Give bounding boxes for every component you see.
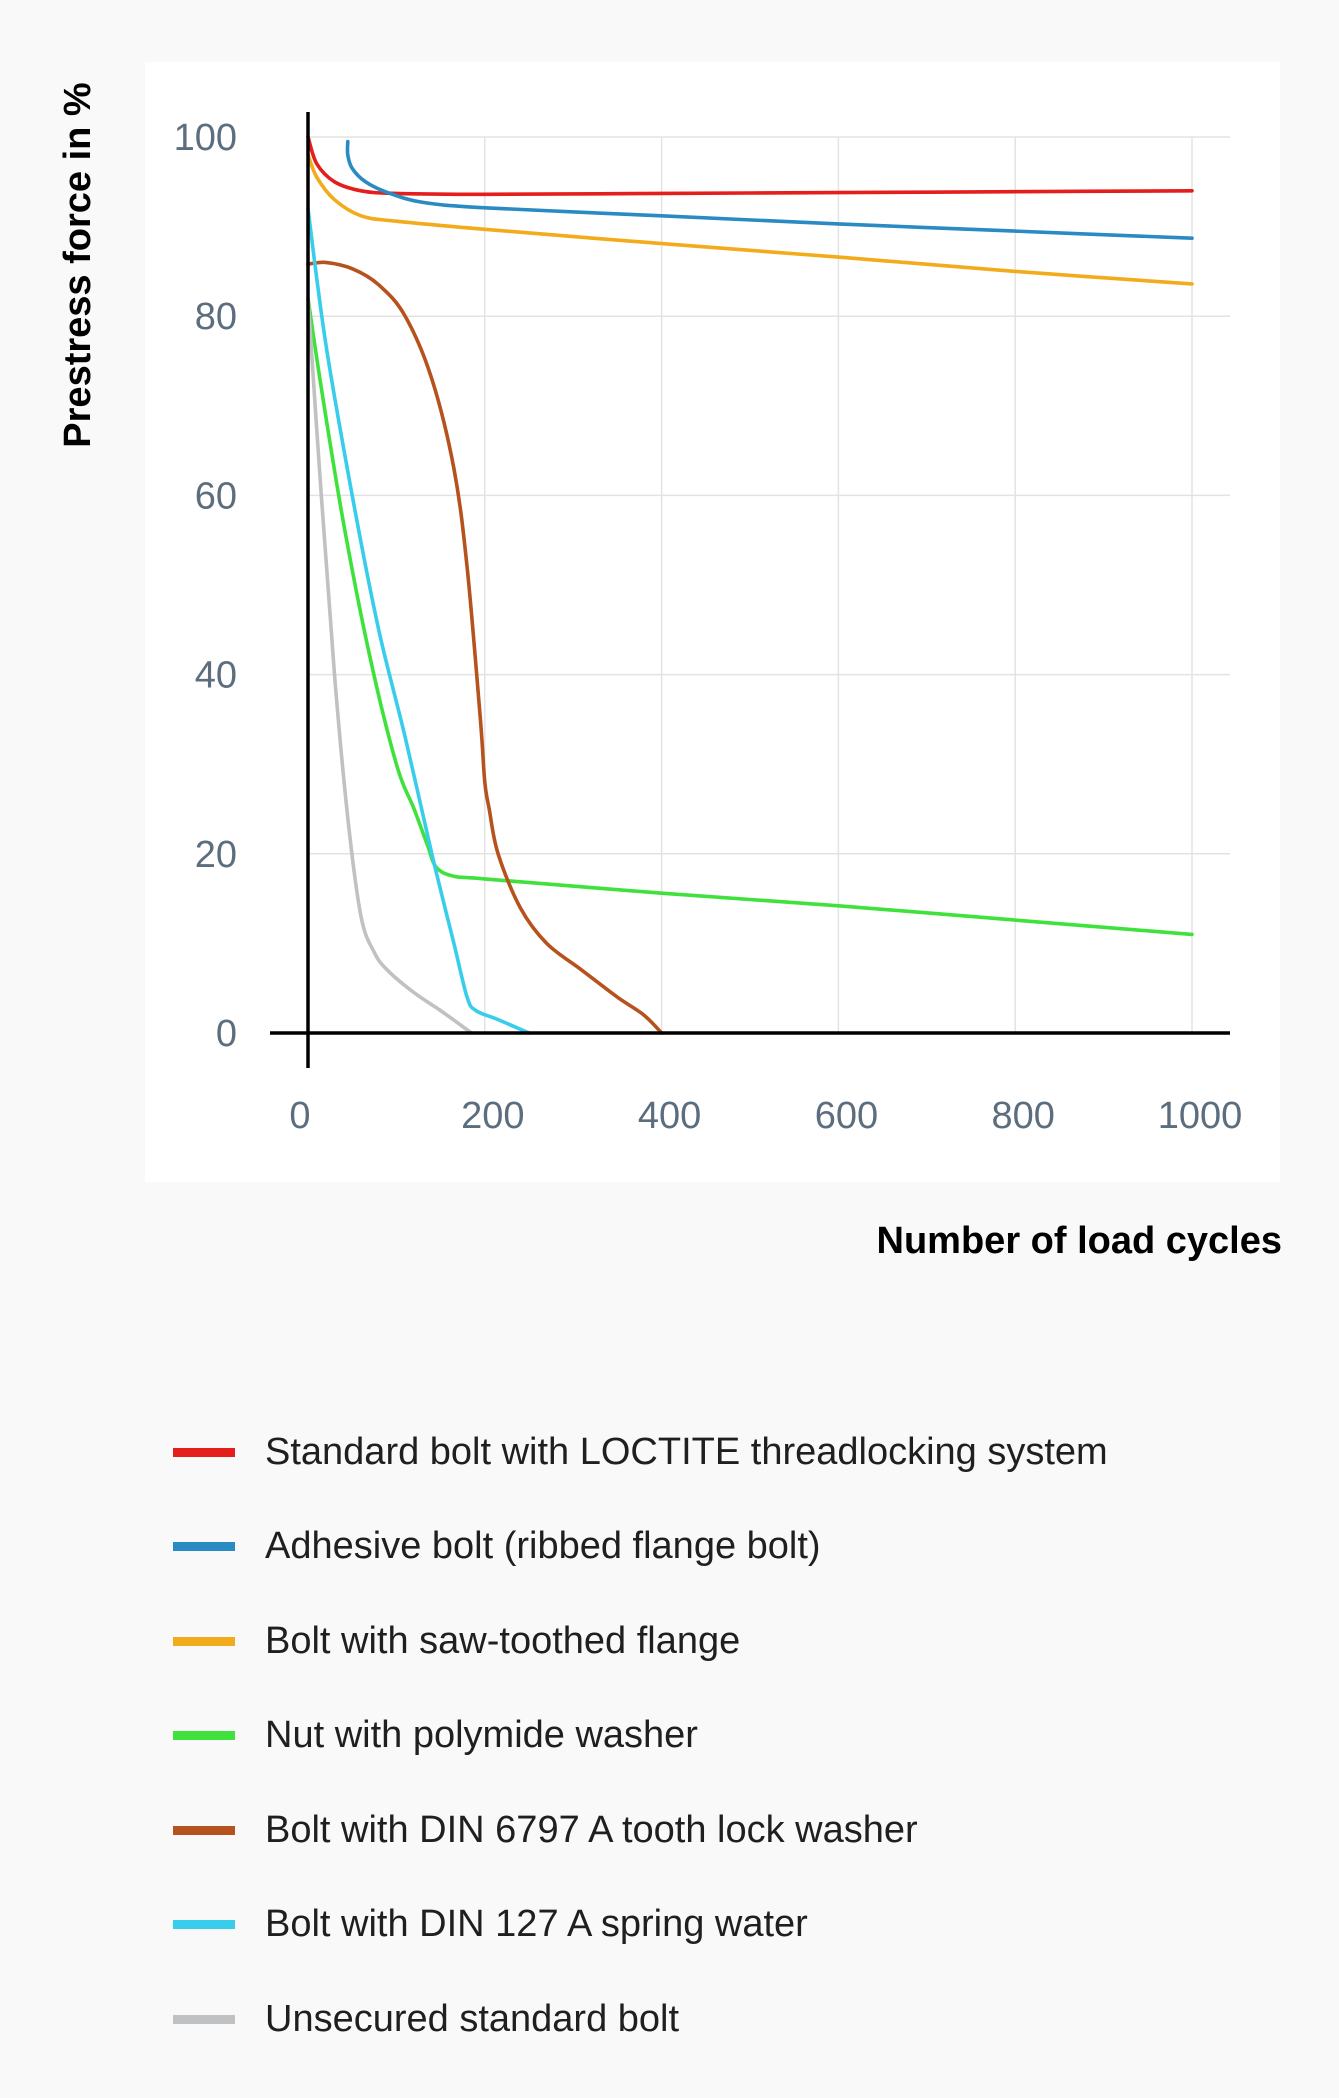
y-tick-label-100: 100 [174, 117, 237, 159]
series-line-6 [306, 206, 531, 1035]
legend-item: Bolt with saw-toothed flange [173, 1594, 1108, 1689]
legend-swatch [173, 1920, 235, 1930]
y-tick-label-60: 60 [195, 475, 237, 517]
series-layer [306, 135, 1194, 1035]
legend-swatch [173, 1636, 235, 1646]
legend-item: Nut with polymide washer [173, 1689, 1108, 1784]
legend-label: Nut with polymide washer [265, 1714, 698, 1757]
legend-swatch [173, 1731, 235, 1741]
series-line-7 [306, 296, 474, 1035]
series-line-3 [306, 153, 1194, 286]
x-tick-label-600: 600 [815, 1095, 878, 1137]
y-tick-label-0: 0 [216, 1013, 237, 1055]
x-tick-label-800: 800 [991, 1095, 1054, 1137]
legend-item: Standard bolt with LOCTITE threadlocking… [173, 1405, 1108, 1500]
series-line-1 [306, 135, 1194, 197]
legend-label: Bolt with DIN 6797 A tooth lock washer [265, 1808, 918, 1851]
x-axis-title: Number of load cycles [876, 1220, 1282, 1262]
x-tick-label-400: 400 [638, 1095, 701, 1137]
y-tick-labels: 0 20 40 60 80 100 [174, 117, 237, 1055]
series-line-5 [306, 260, 664, 1035]
y-tick-label-20: 20 [195, 834, 237, 876]
legend-item: Bolt with DIN 127 A spring water [173, 1878, 1108, 1973]
legend-item: Unsecured standard bolt [173, 1972, 1108, 2067]
legend-item: Adhesive bolt (ribbed flange bolt) [173, 1500, 1108, 1595]
legend-item: Bolt with DIN 6797 A tooth lock washer [173, 1783, 1108, 1878]
series-line-4 [306, 296, 1194, 937]
y-tick-label-80: 80 [195, 296, 237, 338]
y-tick-label-40: 40 [195, 655, 237, 697]
legend-swatch [173, 1447, 235, 1457]
x-tick-label-1000: 1000 [1158, 1095, 1243, 1137]
legend: Standard bolt with LOCTITE threadlocking… [173, 1405, 1108, 2067]
chart: 0 200 400 600 800 1000 0 20 40 60 80 100 Prestress… [57, 82, 1242, 1137]
legend-swatch [173, 2014, 235, 2024]
legend-label: Standard bolt with LOCTITE threadlocking… [265, 1430, 1108, 1473]
y-axis-title: Prestress force in % [57, 82, 99, 447]
x-tick-label-200: 200 [461, 1095, 524, 1137]
legend-swatch [173, 1542, 235, 1552]
legend-label: Bolt with DIN 127 A spring water [265, 1903, 808, 1946]
x-tick-label-0: 0 [289, 1095, 310, 1137]
grid-lines [308, 136, 1230, 1033]
legend-swatch [173, 1825, 235, 1835]
legend-label: Adhesive bolt (ribbed flange bolt) [265, 1525, 821, 1568]
legend-label: Unsecured standard bolt [265, 1997, 680, 2040]
axes [270, 112, 1230, 1068]
x-tick-labels: 0 200 400 600 800 1000 [289, 1095, 1242, 1137]
series-line-2 [345, 139, 1194, 240]
legend-label: Bolt with saw-toothed flange [265, 1619, 741, 1662]
